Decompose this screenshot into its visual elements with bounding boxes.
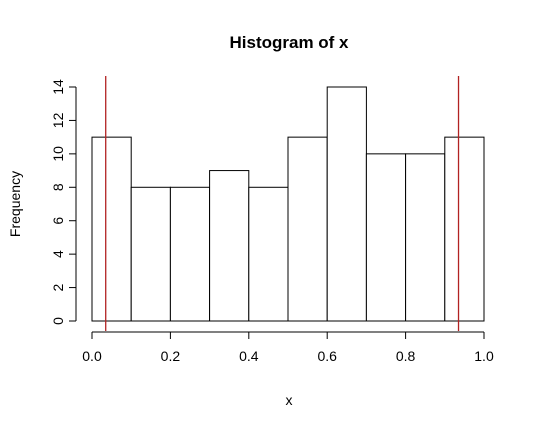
y-axis-label: Frequency — [7, 171, 23, 237]
histogram-bar-5 — [287, 136, 328, 322]
x-tick-label-5: 1.0 — [474, 348, 494, 364]
y-axis: 0 2 4 6 8 10 12 14 — [50, 79, 77, 325]
y-tick-label-1: 2 — [50, 283, 66, 291]
bars-group — [91, 86, 485, 322]
reference-lines-group — [105, 76, 460, 331]
x-tick-label-3: 0.6 — [317, 348, 337, 364]
histogram-bar-3 — [209, 170, 250, 322]
x-tick-label-2: 0.4 — [239, 348, 259, 364]
x-tick-label-0: 0.0 — [82, 348, 102, 364]
y-tick-label-4: 8 — [50, 183, 66, 191]
chart-title: Histogram of x — [229, 33, 349, 52]
y-tick-label-0: 0 — [50, 317, 66, 325]
y-tick-label-7: 14 — [50, 79, 66, 95]
histogram-bar-7 — [365, 153, 407, 322]
histogram-bar-4 — [248, 186, 289, 322]
histogram-bar-9 — [444, 136, 485, 322]
y-tick-label-6: 12 — [50, 112, 66, 128]
x-tick-label-1: 0.2 — [161, 348, 181, 364]
histogram-bar-6 — [326, 86, 367, 322]
histogram-bar-8 — [405, 153, 446, 322]
x-axis: 0.0 0.2 0.4 0.6 0.8 1.0 — [82, 331, 494, 364]
y-tick-label-3: 6 — [50, 217, 66, 225]
histogram-bar-2 — [169, 186, 211, 322]
x-axis-label: x — [286, 392, 293, 408]
y-tick-label-2: 4 — [50, 250, 66, 258]
histogram-bar-0 — [91, 136, 132, 322]
y-tick-label-5: 10 — [50, 146, 66, 162]
histogram-bar-1 — [130, 186, 171, 322]
x-tick-label-4: 0.8 — [396, 348, 416, 364]
